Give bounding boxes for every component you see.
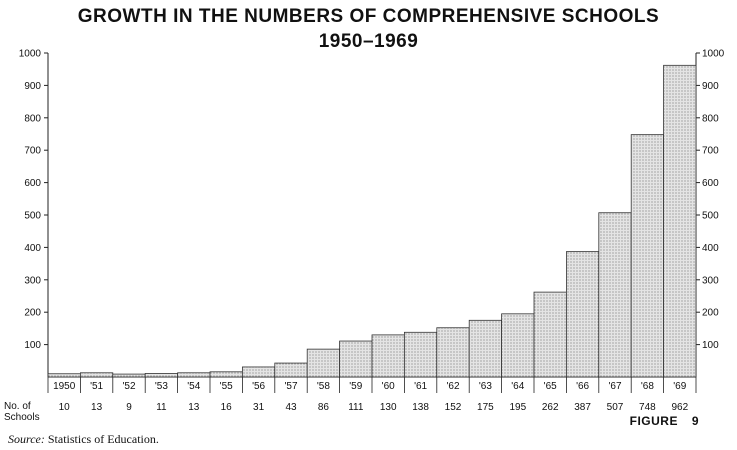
y-tick-label-right: 600: [702, 178, 719, 189]
figure-number: 9: [691, 414, 699, 428]
bar: [306, 348, 341, 378]
value-label: 9: [126, 402, 132, 413]
value-label: 195: [509, 402, 526, 413]
category-label: 1950: [53, 381, 76, 392]
bar: [436, 327, 470, 378]
bar: [663, 64, 697, 378]
y-tick-label-right: 800: [702, 113, 719, 124]
row-label-line2: Schools: [4, 412, 40, 423]
bar: [468, 319, 503, 378]
category-label: '51: [90, 381, 103, 392]
value-label: 11: [156, 402, 167, 413]
y-tick-label-right: 400: [702, 243, 719, 254]
category-label: '62: [446, 381, 459, 392]
category-label: '69: [673, 381, 686, 392]
bar: [598, 212, 632, 378]
y-tick-label-right: 700: [702, 146, 719, 157]
y-tick-label-right: 1000: [702, 49, 725, 60]
bar: [177, 372, 211, 378]
bar: [144, 373, 178, 378]
value-label: 16: [221, 402, 233, 413]
bar: [630, 134, 665, 378]
y-tick-label-right: 500: [702, 211, 719, 222]
value-label: 138: [412, 402, 429, 413]
y-tick-label-left: 500: [24, 211, 41, 222]
value-label: 10: [59, 402, 71, 413]
bar: [80, 372, 114, 378]
value-label: 13: [188, 402, 200, 413]
bar: [533, 291, 567, 378]
bar: [403, 331, 438, 378]
value-label: 43: [285, 402, 297, 413]
figure-caption: FIGURE 9: [630, 414, 699, 428]
category-label: '65: [544, 381, 557, 392]
category-label: '59: [349, 381, 362, 392]
category-label: '56: [252, 381, 265, 392]
bar: [371, 334, 405, 378]
bar: [241, 366, 276, 378]
value-label: 31: [253, 402, 265, 413]
value-label: 962: [671, 402, 688, 413]
category-label: '57: [284, 381, 297, 392]
y-tick-label-right: 200: [702, 308, 719, 319]
bar: [339, 340, 373, 378]
chart-title: GROWTH IN THE NUMBERS OF COMPREHENSIVE S…: [77, 6, 660, 27]
y-tick-label-left: 700: [24, 146, 41, 157]
bar: [501, 313, 535, 378]
value-label: 13: [91, 402, 103, 413]
value-label: 507: [607, 402, 624, 413]
category-label: '55: [220, 381, 233, 392]
y-tick-label-right: 900: [702, 81, 719, 92]
bar: [112, 373, 146, 378]
category-label: '67: [608, 381, 621, 392]
value-label: 130: [380, 402, 397, 413]
category-label: '52: [122, 381, 135, 392]
y-tick-label-left: 900: [24, 81, 41, 92]
category-label: '53: [155, 381, 168, 392]
source-note: Source: Statistics of Education.: [8, 432, 159, 447]
value-label: 152: [445, 402, 462, 413]
category-label: '66: [576, 381, 589, 392]
chart-subtitle: 1950–1969: [318, 31, 419, 52]
bar: [209, 371, 243, 378]
value-label: 86: [318, 402, 330, 413]
category-label: '68: [641, 381, 654, 392]
category-label: '58: [317, 381, 330, 392]
y-tick-label-left: 300: [24, 275, 41, 286]
value-label: 387: [574, 402, 591, 413]
category-label: '64: [511, 381, 524, 392]
y-tick-label-right: 100: [702, 340, 719, 351]
value-label: 748: [639, 402, 656, 413]
bar: [47, 373, 81, 378]
y-tick-label-left: 400: [24, 243, 41, 254]
row-label-line1: No. of: [4, 401, 31, 412]
category-label: '63: [479, 381, 492, 392]
y-tick-label-left: 100: [24, 340, 41, 351]
source-text: Statistics of Education.: [47, 432, 159, 446]
y-tick-label-left: 800: [24, 113, 41, 124]
figure-label: FIGURE: [629, 414, 678, 428]
category-label: '60: [382, 381, 395, 392]
bar: [566, 251, 600, 378]
y-tick-label-left: 600: [24, 178, 41, 189]
bar: [274, 362, 308, 378]
value-label: 111: [348, 402, 364, 413]
value-label: 175: [477, 402, 494, 413]
category-label: '54: [187, 381, 200, 392]
source-prefix: Source:: [8, 432, 45, 446]
value-label: 262: [542, 402, 559, 413]
y-tick-label-left: 200: [24, 308, 41, 319]
y-tick-label-right: 300: [702, 275, 719, 286]
y-tick-label-left: 1000: [19, 49, 42, 60]
category-label: '61: [414, 381, 427, 392]
